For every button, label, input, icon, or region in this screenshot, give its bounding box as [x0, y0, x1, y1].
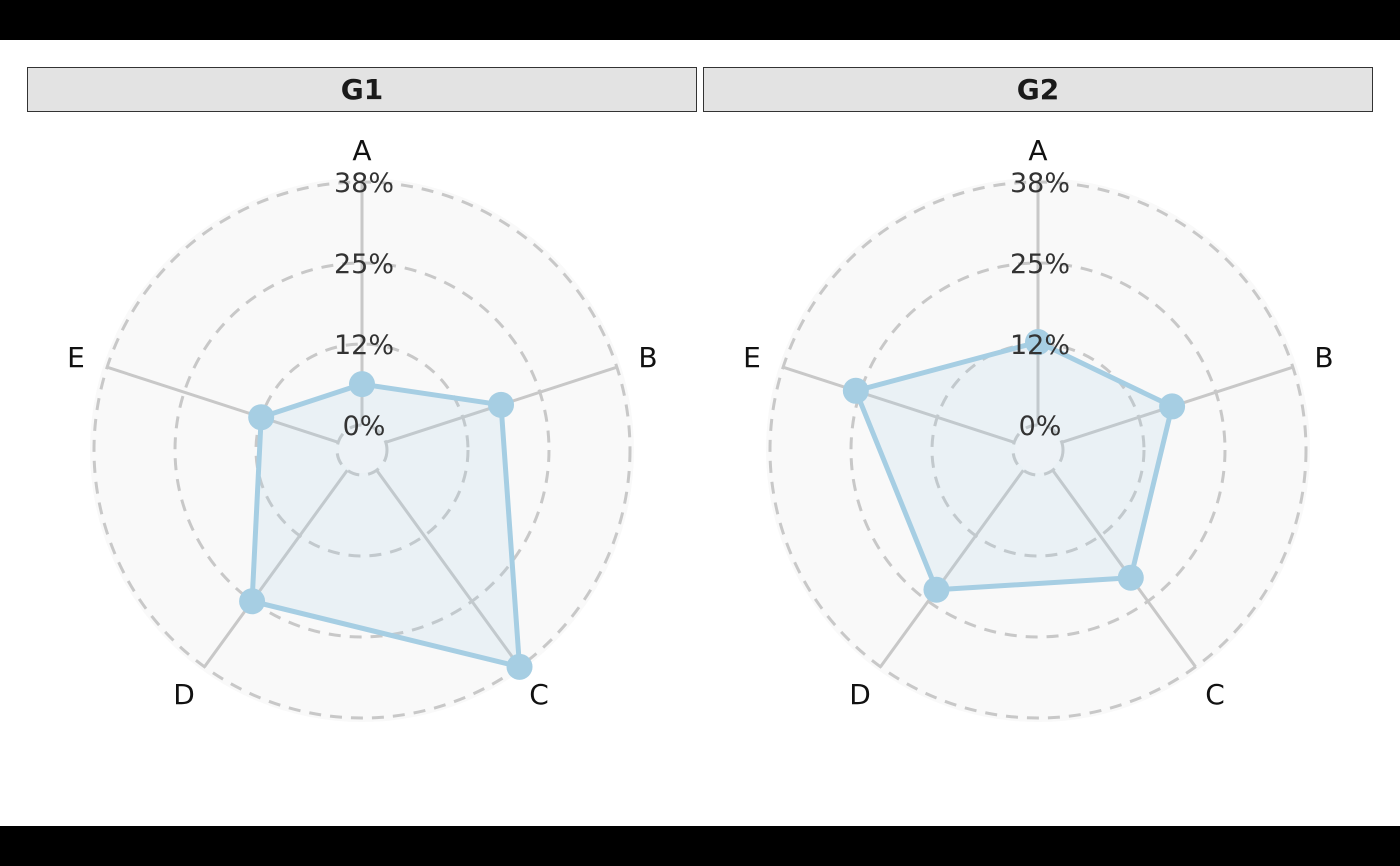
axis-label-b: B [1314, 341, 1333, 374]
grid-ring [335, 423, 389, 477]
axis-label-b: B [638, 341, 657, 374]
series-area [249, 381, 523, 670]
data-point-a[interactable] [349, 371, 375, 398]
radial-tick-label: 0% [1019, 411, 1062, 442]
radial-tick-label: 12% [334, 330, 394, 361]
facet-strip-g2: G2 [703, 67, 1373, 112]
center-hole [1015, 427, 1061, 473]
radar-panel-g1: 0% 12% 25% 38%A B C D E [67, 134, 658, 722]
axis-label-c: C [529, 678, 549, 711]
radial-tick-label: 38% [334, 168, 394, 199]
axis-spoke [879, 469, 1025, 668]
data-point-d[interactable] [923, 576, 950, 603]
data-point-a[interactable] [1025, 329, 1051, 356]
grid-ring [849, 261, 1227, 639]
data-point-b[interactable] [1159, 393, 1186, 420]
grid-ring [930, 342, 1146, 558]
axis-spoke [782, 365, 1015, 444]
axis-label-a: A [1028, 134, 1047, 167]
radial-tick-label: 25% [334, 249, 394, 280]
axis-label-a: A [352, 134, 371, 167]
facet-title-g1: G1 [340, 73, 384, 106]
data-point-e[interactable] [248, 404, 275, 431]
data-point-e[interactable] [842, 377, 869, 404]
grid-ring [173, 261, 551, 639]
axis-label-e: E [67, 341, 85, 374]
axis-label-d: D [173, 678, 195, 711]
radial-tick-label: 12% [1010, 330, 1070, 361]
axis-spoke [375, 469, 521, 668]
data-point-c[interactable] [1117, 564, 1144, 591]
center-hole [339, 427, 385, 473]
radar-panel-g2: 0% 12% 25% 38%A B C D E [743, 134, 1334, 722]
facet-strip-g1: G1 [27, 67, 697, 112]
axis-label-e: E [743, 341, 761, 374]
axis-label-c: C [1205, 678, 1225, 711]
series-area [853, 339, 1175, 593]
plot-canvas: G1 G2 0% 12% 25% 38% A B C D E 0% 12% 25% 38% A B C D E [0, 40, 1400, 826]
axis-spoke [203, 469, 349, 668]
radial-tick-label: 25% [1010, 249, 1070, 280]
data-point-d[interactable] [239, 588, 266, 615]
radial-tick-label: 38% [1010, 168, 1070, 199]
facet-title-g2: G2 [1016, 73, 1060, 106]
radial-tick-label: 0% [343, 411, 386, 442]
grid-ring [254, 342, 470, 558]
axis-label-d: D [849, 678, 871, 711]
grid-ring [1011, 423, 1065, 477]
data-point-b[interactable] [488, 391, 515, 418]
data-point-c[interactable] [506, 653, 533, 680]
axis-spoke [106, 365, 339, 444]
